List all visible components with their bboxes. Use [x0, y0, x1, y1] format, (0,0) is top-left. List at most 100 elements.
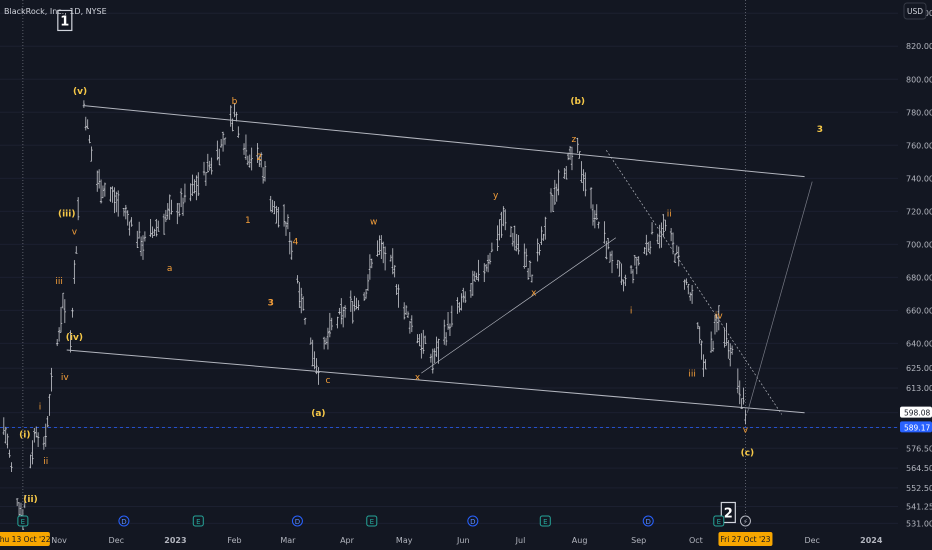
ohlc-bar [189, 183, 192, 202]
currency-button[interactable]: USD [903, 2, 927, 20]
wave-label: (b) [570, 97, 585, 107]
price-tick: 531.00 [906, 519, 932, 528]
ohlc-bar [55, 338, 59, 347]
ohlc-bar [117, 190, 120, 217]
ohlc-bar [164, 209, 168, 223]
svg-text:E: E [370, 518, 374, 526]
ohlc-bar [404, 305, 408, 315]
trendline [747, 181, 813, 413]
event-E[interactable]: E [192, 515, 204, 527]
ohlc-bar [109, 186, 112, 202]
svg-text:E: E [543, 518, 547, 526]
ohlc-bar [580, 161, 583, 183]
ohlc-bar [248, 154, 251, 168]
ohlc-bar [151, 226, 154, 239]
event-E[interactable]: E [17, 515, 29, 527]
crosshair-lines [0, 0, 898, 530]
ohlc-bar [170, 199, 173, 215]
ohlc-bar [73, 260, 76, 284]
time-tick: Nov [51, 536, 67, 545]
boxed-wave-label: 2 [720, 501, 736, 524]
ohlc-bar [717, 305, 720, 331]
ohlc-bar [368, 254, 372, 280]
wave-label: iii [55, 277, 63, 287]
ohlc-bar [183, 183, 187, 203]
ohlc-bar [633, 255, 637, 266]
ohlc-bar [471, 270, 475, 296]
ohlc-bar [273, 201, 276, 215]
ohlc-bar [219, 139, 223, 148]
ohlc-bar [631, 269, 635, 284]
ohlc-bar [504, 209, 507, 231]
ohlc-bar [738, 380, 741, 405]
ohlc-bar [456, 297, 459, 314]
ohlc-bar [124, 204, 128, 220]
ohlc-bar [395, 284, 398, 295]
ohlc-bar [725, 322, 728, 346]
price-tick: 740.00 [906, 174, 932, 183]
ohlc-bar [431, 348, 434, 374]
event-E[interactable]: E [366, 515, 378, 527]
ohlc-bar [250, 147, 253, 171]
event-D[interactable]: D [291, 515, 303, 527]
ohlc-bar [256, 143, 259, 163]
event-D[interactable]: D [642, 515, 654, 527]
ohlc-bar [473, 271, 476, 282]
ohlc-bar [4, 426, 7, 444]
wave-label: w [370, 218, 377, 228]
event-E[interactable]: E [539, 515, 551, 527]
ohlc-bar [301, 296, 305, 311]
ohlc-bar [685, 278, 688, 286]
ohlc-bar [595, 204, 598, 221]
ohlc-bar [557, 169, 560, 196]
ohlc-bar [218, 148, 221, 166]
price-tick: 780.00 [906, 108, 932, 117]
ohlc-bar [486, 254, 490, 273]
ohlc-bar [328, 312, 332, 338]
event-S[interactable]: ⚡ [739, 515, 751, 527]
ohlc-bar [157, 220, 160, 232]
ohlc-bar [97, 169, 101, 189]
time-axis[interactable]: NovDec2023FebMarAprMayJunJulAugSepOctNov… [0, 530, 932, 550]
price-tick: 541.25 [906, 502, 932, 511]
ohlc-bar [444, 332, 448, 346]
trendline [421, 237, 617, 374]
ohlc-bar [143, 231, 147, 242]
ohlc-bar [136, 230, 139, 248]
event-E[interactable]: E [713, 515, 725, 527]
ohlc-bar [286, 214, 290, 230]
event-D[interactable]: D [467, 515, 479, 527]
ohlc-bar [606, 237, 610, 250]
ohlc-bar [168, 194, 171, 220]
ohlc-bar [582, 169, 585, 192]
ohlc-bar [376, 240, 379, 257]
ohlc-bar [309, 337, 312, 345]
wave-label: z [572, 135, 577, 145]
ohlc-bar [141, 235, 145, 260]
ohlc-bar [498, 219, 501, 241]
ohlc-bar [664, 219, 667, 231]
ohlc-bar [540, 226, 543, 246]
ohlc-bar [448, 323, 452, 337]
ohlc-bar [570, 146, 574, 171]
ohlc-bar [362, 292, 366, 301]
ohlc-bar [669, 228, 673, 242]
ohlc-bar [233, 103, 236, 118]
trendlines[interactable] [66, 105, 813, 415]
ohlc-bar [382, 241, 385, 264]
ohlc-bar [130, 217, 133, 227]
svg-text:D: D [470, 518, 475, 526]
ohlc-bar [244, 134, 248, 160]
ohlc-bar [103, 182, 107, 197]
price-tick: 760.00 [906, 141, 932, 150]
event-D[interactable]: D [118, 515, 130, 527]
wave-labels: (v)v(iii)iii(iv)ivi(i)ii(ii)ba2143c(a)wx… [19, 87, 823, 505]
price-axis[interactable]: 531.00 541.25 552.50 564.50 576.50 613.00 625.… [898, 0, 932, 550]
time-tick: Jul [515, 536, 526, 545]
wave-label: (i) [19, 431, 30, 441]
event-markers[interactable]: E D E D E D E D E ⚡ [17, 515, 751, 527]
ohlc-bar [563, 167, 566, 179]
ohlc-bar [688, 292, 692, 301]
ohlc-bar [258, 155, 261, 167]
